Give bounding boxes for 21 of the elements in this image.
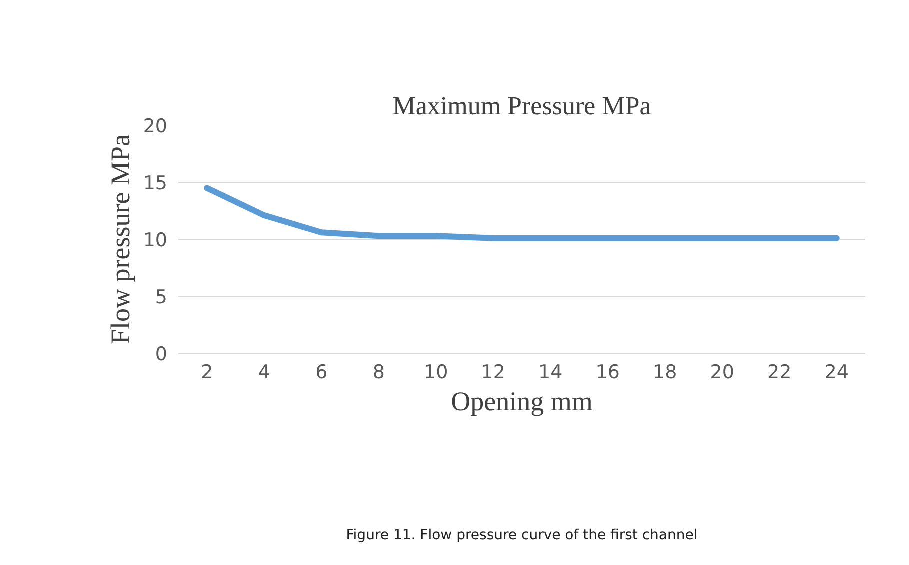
x-tick-label: 2 bbox=[201, 362, 214, 384]
x-tick-label: 16 bbox=[596, 362, 620, 384]
y-tick-label: 10 bbox=[143, 230, 168, 252]
x-tick-label: 20 bbox=[710, 362, 734, 384]
y-tick-label: 0 bbox=[155, 344, 168, 366]
y-axis-title: Flow pressure MPa bbox=[105, 134, 136, 344]
chart-title: Maximum Pressure MPa bbox=[392, 92, 652, 120]
x-axis-title: Opening mm bbox=[451, 386, 593, 416]
caption: Figure 11. Flow pressure curve of the first channel bbox=[346, 528, 698, 544]
x-tick-label: 8 bbox=[372, 362, 385, 384]
x-tick-label: 12 bbox=[481, 362, 506, 384]
y-tick-label: 5 bbox=[155, 286, 168, 308]
x-tick-label: 24 bbox=[824, 362, 849, 384]
y-tick-label: 15 bbox=[143, 172, 168, 194]
x-tick-label: 22 bbox=[768, 362, 792, 384]
x-tick-label: 6 bbox=[316, 362, 328, 384]
x-tick-label: 10 bbox=[424, 362, 448, 384]
x-tick-label: 18 bbox=[653, 362, 678, 384]
x-tick-label: 4 bbox=[258, 362, 270, 384]
x-tick-label: 14 bbox=[538, 362, 563, 384]
y-tick-label: 20 bbox=[143, 116, 168, 138]
